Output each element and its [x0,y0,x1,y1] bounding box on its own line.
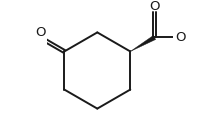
Text: O: O [176,31,186,44]
Polygon shape [130,36,156,51]
Text: O: O [35,26,45,39]
Text: O: O [149,0,160,13]
